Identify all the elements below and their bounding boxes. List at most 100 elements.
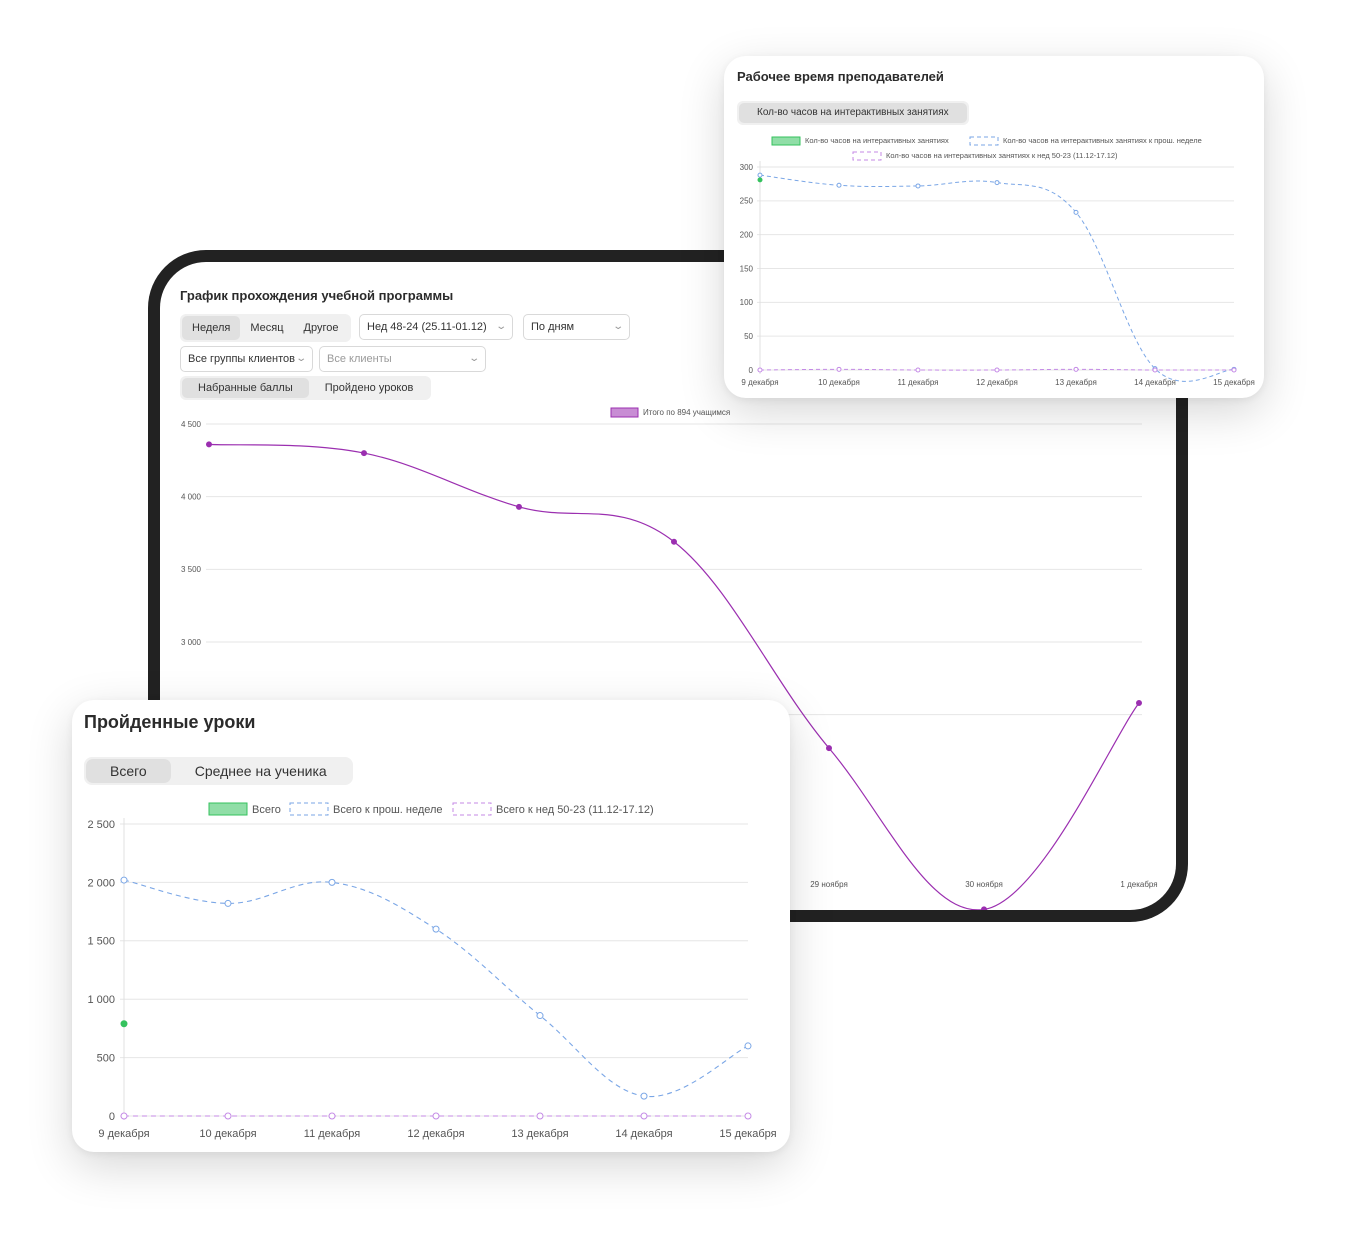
legend-swatch xyxy=(852,151,882,161)
data-point xyxy=(981,906,987,910)
legend-label: Всего к нед 50-23 (11.12-17.12) xyxy=(496,804,654,816)
y-tick-label: 150 xyxy=(740,264,754,273)
y-tick-label: 200 xyxy=(740,230,754,239)
y-tick-label: 3 500 xyxy=(181,565,202,574)
legend-label: Кол-во часов на интерактивных занятиях xyxy=(805,136,949,145)
x-tick-label: 1 декабря xyxy=(1120,880,1157,889)
period-tabs: Неделя Месяц Другое xyxy=(180,314,351,342)
metric-tabs: Набранные баллы Пройдено уроков xyxy=(180,376,432,400)
x-tick-label: 11 декабря xyxy=(897,378,938,387)
data-point xyxy=(994,367,1000,373)
x-tick-label: 13 декабря xyxy=(1055,378,1097,387)
chevron-down-icon: ⌄ xyxy=(294,353,307,364)
data-point xyxy=(836,366,842,372)
lessons-tabs: Всего Среднее на ученика xyxy=(84,757,353,785)
y-tick-label: 50 xyxy=(744,332,753,341)
x-tick-label: 12 декабря xyxy=(407,1128,464,1140)
x-tick-label: 11 декабря xyxy=(304,1128,360,1140)
lessons-card-title: Пройденные уроки xyxy=(84,712,256,732)
x-tick-label: 9 декабря xyxy=(741,378,778,387)
data-point xyxy=(1073,209,1079,215)
teacher-hours-tabs: Кол-во часов на интерактивных занятиях xyxy=(737,101,969,125)
client-groups-select[interactable]: Все группы клиентов ⌄ xyxy=(180,346,313,372)
data-point xyxy=(1152,367,1158,373)
data-point xyxy=(671,538,677,545)
tab-week[interactable]: Неделя xyxy=(182,316,241,340)
legend-swatch xyxy=(452,802,492,816)
data-point xyxy=(536,1112,544,1120)
data-point xyxy=(757,172,763,178)
legend-swatch xyxy=(289,802,329,816)
series-line xyxy=(759,174,1235,382)
tab-month[interactable]: Месяц xyxy=(250,322,284,334)
data-point xyxy=(1231,367,1237,373)
y-tick-label: 3 000 xyxy=(181,638,202,647)
tab-scores[interactable]: Набранные баллы xyxy=(182,378,309,398)
y-tick-label: 4 500 xyxy=(181,420,202,429)
data-point xyxy=(757,367,763,373)
data-point xyxy=(328,1112,336,1120)
series-line xyxy=(208,443,1140,910)
data-point xyxy=(328,878,336,886)
tab-other[interactable]: Другое xyxy=(303,322,339,334)
data-point xyxy=(432,925,440,933)
y-tick-label: 100 xyxy=(740,298,754,307)
y-tick-label: 0 xyxy=(749,366,754,375)
legend-label: Кол-во часов на интерактивных занятиях к… xyxy=(886,151,1118,160)
x-tick-label: 13 декабря xyxy=(511,1128,568,1140)
data-point xyxy=(640,1112,648,1120)
legend-label: Всего к прош. неделе xyxy=(333,804,443,816)
y-tick-label: 250 xyxy=(740,197,754,206)
data-point xyxy=(120,1020,128,1028)
legend-swatch xyxy=(208,802,248,816)
teacher-hours-card: Рабочее время преподавателей Кол-во часо… xyxy=(724,56,1264,398)
data-point xyxy=(757,177,763,183)
data-point xyxy=(915,183,921,189)
x-tick-label: 30 ноября xyxy=(965,880,1003,889)
chevron-down-icon: ⌄ xyxy=(494,321,507,332)
week-select[interactable]: Нед 48-24 (25.11-01.12) ⌄ xyxy=(359,314,513,340)
chevron-down-icon: ⌄ xyxy=(467,353,480,364)
y-tick-label: 500 xyxy=(97,1052,115,1064)
data-point xyxy=(224,899,232,907)
x-tick-label: 14 декабря xyxy=(615,1128,672,1140)
x-tick-label: 12 декабря xyxy=(976,378,1018,387)
data-point xyxy=(1136,700,1142,707)
tab-total[interactable]: Всего xyxy=(86,759,171,783)
legend-swatch xyxy=(610,407,639,418)
legend-swatch xyxy=(969,136,999,146)
x-tick-label: 14 декабря xyxy=(1134,378,1176,387)
client-groups-select-value: Все группы клиентов xyxy=(188,353,295,365)
data-point xyxy=(836,182,842,188)
x-tick-label: 10 декабря xyxy=(199,1128,256,1140)
data-point xyxy=(361,450,367,457)
series-line xyxy=(123,879,749,1098)
granularity-select[interactable]: По дням ⌄ xyxy=(523,314,630,340)
data-point xyxy=(120,876,128,884)
clients-select[interactable]: Все клиенты ⌄ xyxy=(319,346,486,372)
tab-interactive-hours[interactable]: Кол-во часов на интерактивных занятиях xyxy=(739,103,967,123)
data-point xyxy=(1073,366,1079,372)
legend-label: Всего xyxy=(252,804,281,816)
tab-lessons-passed[interactable]: Пройдено уроков xyxy=(324,382,414,394)
x-tick-label: 15 декабря xyxy=(1213,378,1255,387)
clients-select-value: Все клиенты xyxy=(327,353,392,365)
y-tick-label: 1 000 xyxy=(87,994,115,1006)
x-tick-label: 10 декабря xyxy=(818,378,860,387)
legend-swatch xyxy=(771,136,801,146)
data-point xyxy=(640,1092,648,1100)
x-tick-label: 15 декабря xyxy=(719,1128,776,1140)
granularity-select-value: По дням xyxy=(531,321,575,333)
data-point xyxy=(915,367,921,373)
x-tick-label: 29 ноября xyxy=(810,880,848,889)
data-point xyxy=(744,1112,752,1120)
x-tick-label: 9 декабря xyxy=(98,1128,149,1140)
data-point xyxy=(516,503,522,510)
data-point xyxy=(536,1012,544,1020)
y-tick-label: 2 000 xyxy=(87,877,115,889)
legend-label: Кол-во часов на интерактивных занятиях к… xyxy=(1003,136,1202,145)
teacher-hours-title: Рабочее время преподавателей xyxy=(737,69,944,84)
legend-label: Итого по 894 учащимся xyxy=(643,408,730,417)
data-point xyxy=(744,1042,752,1050)
tab-average-per-student[interactable]: Среднее на ученика xyxy=(194,763,327,779)
